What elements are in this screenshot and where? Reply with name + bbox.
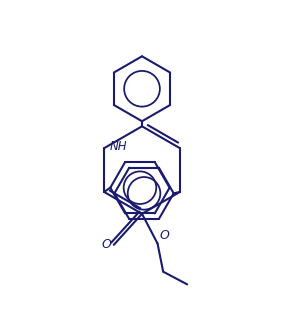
Text: O: O [101,238,111,251]
Text: NH: NH [109,140,127,153]
Text: O: O [160,229,170,242]
